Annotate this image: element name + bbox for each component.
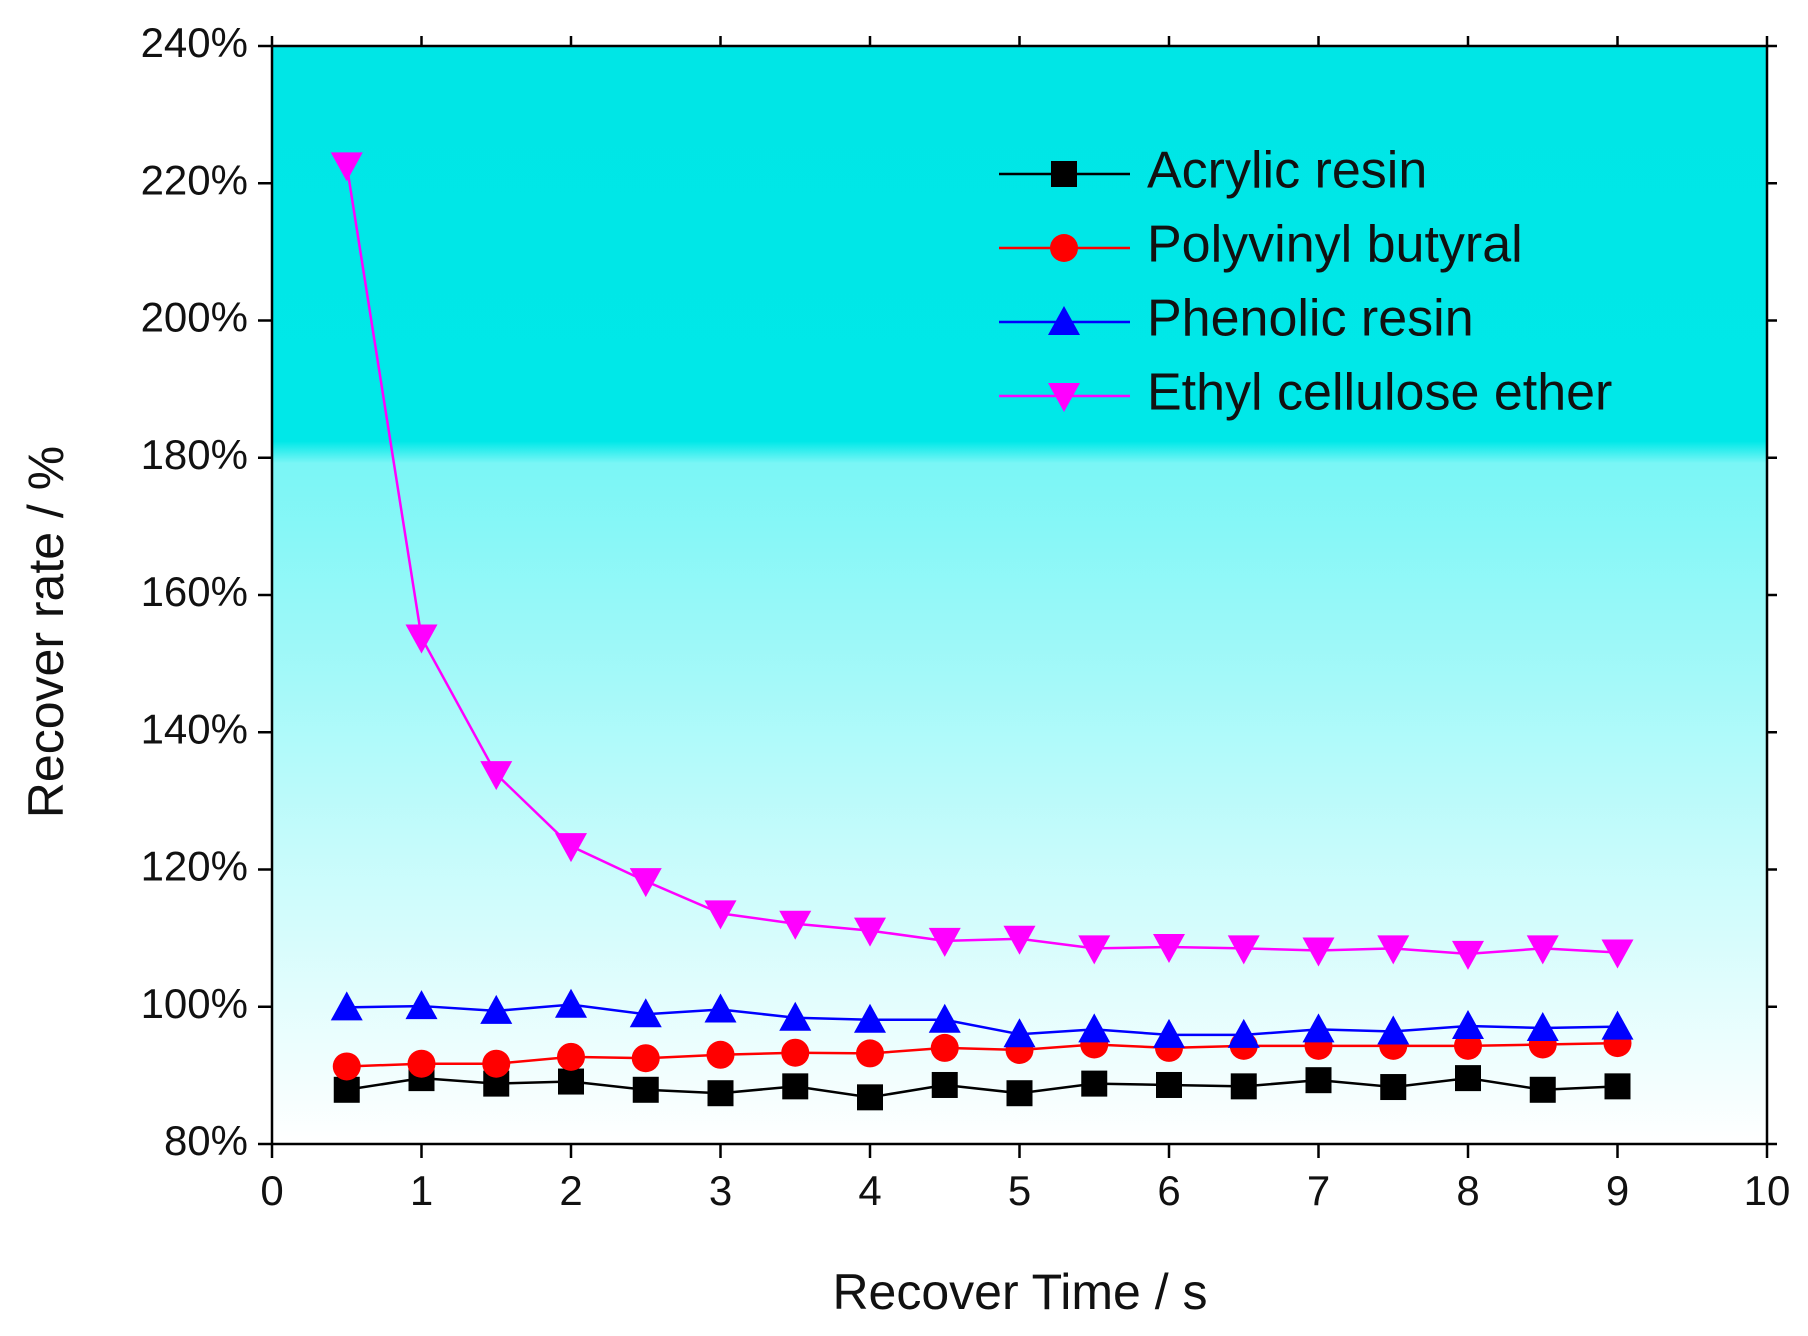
legend-label: Acrylic resin <box>1147 142 1427 200</box>
marker <box>928 927 961 957</box>
legend-marker <box>1050 234 1078 262</box>
marker <box>707 1080 734 1107</box>
marker <box>555 988 587 1018</box>
y-tick-label: 240% <box>141 19 248 66</box>
marker <box>856 1039 884 1068</box>
marker <box>1227 935 1260 965</box>
marker <box>1302 937 1335 967</box>
marker <box>629 868 662 898</box>
legend-label: Phenolic resin <box>1147 290 1474 348</box>
marker <box>1526 935 1559 965</box>
marker <box>1380 1074 1407 1101</box>
marker <box>1377 935 1410 965</box>
y-tick-label: 120% <box>141 843 248 890</box>
marker <box>1377 1015 1410 1045</box>
x-tick-label: 0 <box>260 1167 283 1214</box>
marker <box>1078 1013 1111 1043</box>
marker <box>1601 939 1634 969</box>
marker <box>333 1076 360 1103</box>
marker <box>931 1071 958 1098</box>
marker <box>1452 1009 1484 1039</box>
legend-marker <box>1051 161 1077 187</box>
marker <box>1153 1018 1185 1048</box>
y-tick-label: 160% <box>141 568 248 615</box>
x-tick-label: 8 <box>1456 1167 1479 1214</box>
marker <box>1452 940 1484 970</box>
y-tick-label: 100% <box>141 980 248 1027</box>
marker <box>1529 1076 1556 1103</box>
y-tick-label: 220% <box>141 156 248 203</box>
marker <box>704 993 737 1023</box>
marker <box>631 1044 660 1073</box>
legend-marker <box>1048 383 1080 412</box>
y-tick-label: 200% <box>141 294 248 341</box>
marker <box>330 152 363 182</box>
y-axis-title: Recover rate / % <box>18 446 74 818</box>
marker <box>1455 1065 1481 1092</box>
marker <box>1006 1080 1033 1107</box>
marker <box>332 1052 361 1081</box>
legend-label: Polyvinyl butyral <box>1147 216 1523 274</box>
x-tick-label: 9 <box>1606 1167 1629 1214</box>
x-tick-label: 2 <box>559 1167 582 1214</box>
legend-marker <box>1048 306 1080 335</box>
marker <box>1305 1067 1332 1094</box>
marker <box>1604 1073 1631 1100</box>
marker <box>706 1040 735 1069</box>
marker <box>782 1073 809 1100</box>
plot-background <box>272 46 1767 1144</box>
marker <box>854 917 886 947</box>
marker <box>1156 1071 1182 1098</box>
x-tick-label: 3 <box>709 1167 732 1214</box>
marker <box>1153 934 1185 964</box>
marker <box>1003 925 1036 955</box>
x-tick-label: 6 <box>1157 1167 1180 1214</box>
marker <box>779 1001 812 1031</box>
marker <box>1227 1018 1260 1048</box>
marker <box>557 1042 585 1071</box>
marker <box>704 900 737 930</box>
marker <box>781 1038 810 1067</box>
marker <box>930 1033 959 1062</box>
marker <box>928 1003 961 1033</box>
marker <box>482 1049 511 1078</box>
x-tick-label: 7 <box>1307 1167 1330 1214</box>
marker <box>1003 1018 1036 1048</box>
marker <box>1526 1012 1559 1042</box>
marker <box>558 1068 584 1095</box>
marker <box>1081 1070 1108 1097</box>
marker <box>555 833 587 863</box>
marker <box>407 1049 436 1078</box>
x-tick-label: 5 <box>1008 1167 1031 1214</box>
marker <box>629 998 662 1028</box>
marker <box>779 910 812 940</box>
marker <box>405 990 438 1020</box>
y-tick-label: 80% <box>164 1117 248 1164</box>
marker <box>405 624 438 654</box>
x-tick-label: 4 <box>858 1167 881 1214</box>
x-tick-label: 1 <box>410 1167 433 1214</box>
y-tick-label: 140% <box>141 705 248 752</box>
marker <box>1601 1010 1634 1040</box>
marker <box>480 761 513 791</box>
marker <box>1078 935 1111 965</box>
x-tick-label: 10 <box>1744 1167 1791 1214</box>
marker <box>857 1084 883 1111</box>
marker <box>854 1003 886 1033</box>
y-tick-label: 180% <box>141 431 248 478</box>
legend-label: Ethyl cellulose ether <box>1147 364 1612 422</box>
marker <box>1302 1013 1335 1043</box>
marker <box>632 1076 659 1103</box>
series-line <box>346 1003 1618 1037</box>
marker <box>330 991 363 1021</box>
marker <box>480 994 513 1024</box>
marker <box>1230 1073 1257 1100</box>
x-axis-title: Recover Time / s <box>832 1264 1207 1320</box>
